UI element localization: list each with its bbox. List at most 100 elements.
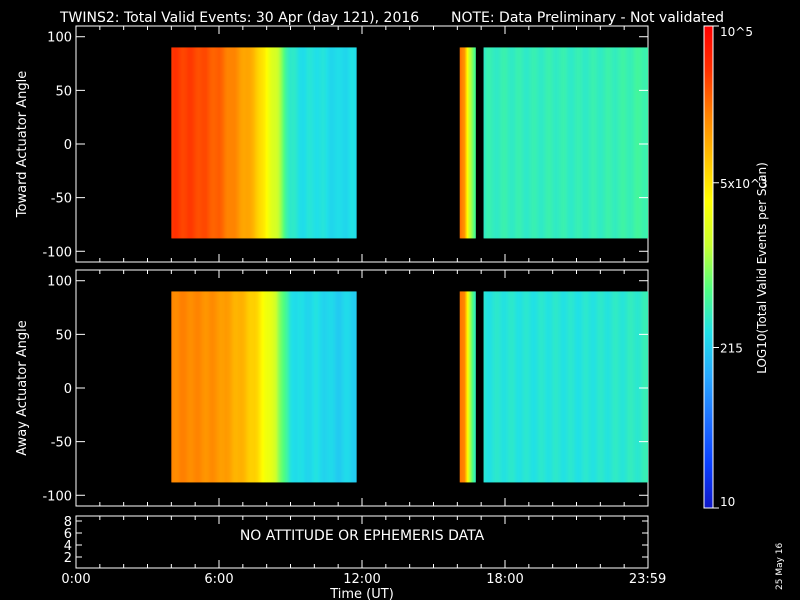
toward-heat-column bbox=[536, 47, 539, 239]
away-heat-column bbox=[297, 291, 299, 483]
toward-heat-column bbox=[196, 47, 198, 239]
away-heat-column bbox=[536, 291, 539, 483]
toward-heat-column bbox=[495, 47, 498, 239]
away-heatmap bbox=[171, 291, 649, 483]
toward-heat-column bbox=[542, 47, 545, 239]
away-heat-column bbox=[585, 291, 588, 483]
toward-heat-column bbox=[206, 47, 208, 239]
away-heat-column bbox=[328, 291, 330, 483]
toward-heat-column bbox=[505, 47, 508, 239]
away-heat-column bbox=[354, 291, 356, 483]
toward-heat-column bbox=[184, 47, 186, 239]
toward-heat-column bbox=[224, 47, 226, 239]
away-heat-column bbox=[349, 291, 351, 483]
away-heat-column bbox=[212, 291, 214, 483]
toward-heat-column bbox=[205, 47, 207, 239]
away-heat-column bbox=[495, 291, 498, 483]
toward-heat-column bbox=[333, 47, 335, 239]
away-heat-column bbox=[284, 291, 286, 483]
toward-y-tick-label: 50 bbox=[55, 84, 72, 99]
away-heat-column bbox=[309, 291, 311, 483]
away-heat-column bbox=[582, 291, 585, 483]
away-heat-column bbox=[322, 291, 324, 483]
toward-heat-column bbox=[503, 47, 506, 239]
away-heat-column bbox=[597, 291, 600, 483]
toward-heat-column bbox=[259, 47, 261, 239]
away-heat-column bbox=[181, 291, 183, 483]
toward-heat-column bbox=[339, 47, 341, 239]
toward-heat-column bbox=[490, 47, 493, 239]
toward-heat-column bbox=[591, 47, 594, 239]
away-heat-column bbox=[342, 291, 344, 483]
away-heat-column bbox=[352, 291, 354, 483]
away-heat-column bbox=[176, 291, 178, 483]
toward-heat-column bbox=[501, 47, 504, 239]
away-heat-column bbox=[567, 291, 570, 483]
away-heat-column bbox=[253, 291, 255, 483]
away-heat-column bbox=[219, 291, 221, 483]
toward-heat-column bbox=[583, 47, 586, 239]
away-heat-column bbox=[525, 291, 528, 483]
status-frame bbox=[75, 515, 649, 569]
toward-heat-column bbox=[467, 47, 470, 239]
away-heat-column bbox=[220, 291, 222, 483]
toward-heat-column bbox=[305, 47, 307, 239]
away-heat-column bbox=[521, 291, 524, 483]
toward-heat-column bbox=[349, 47, 351, 239]
toward-heat-column bbox=[469, 47, 471, 239]
toward-heat-column bbox=[584, 47, 587, 239]
toward-heat-column bbox=[537, 47, 540, 239]
toward-heat-column bbox=[519, 47, 522, 239]
toward-heat-column bbox=[460, 47, 463, 239]
away-heat-column bbox=[308, 291, 310, 483]
toward-heat-column bbox=[568, 47, 571, 239]
toward-heat-column bbox=[527, 47, 530, 239]
toward-heat-column bbox=[626, 47, 629, 239]
away-y-tick-label: 100 bbox=[47, 275, 72, 290]
toward-heat-column bbox=[508, 47, 511, 239]
away-heat-column bbox=[173, 291, 175, 483]
away-heat-column bbox=[510, 291, 513, 483]
colorbar-ticks: 10^5 5x10^3 215 10 bbox=[713, 25, 768, 509]
toward-heat-column bbox=[331, 47, 333, 239]
away-y-axis-label: Away Actuator Angle bbox=[15, 320, 30, 455]
toward-heat-column bbox=[171, 47, 173, 239]
away-heat-column bbox=[187, 291, 189, 483]
away-heat-column bbox=[489, 291, 492, 483]
away-heat-column bbox=[345, 291, 347, 483]
away-heat-column bbox=[636, 291, 639, 483]
toward-heat-column bbox=[619, 47, 622, 239]
toward-heat-column bbox=[236, 47, 238, 239]
toward-heat-column bbox=[470, 47, 472, 239]
away-heat-column bbox=[502, 291, 505, 483]
away-heat-column bbox=[626, 291, 629, 483]
toward-heat-column bbox=[562, 47, 565, 239]
away-heat-column bbox=[524, 291, 527, 483]
toward-heat-column bbox=[324, 47, 326, 239]
away-heat-column bbox=[194, 291, 196, 483]
away-heat-column bbox=[529, 291, 532, 483]
toward-heat-column bbox=[318, 47, 320, 239]
toward-heat-column bbox=[486, 47, 489, 239]
toward-heat-column bbox=[465, 47, 468, 239]
away-heat-column bbox=[562, 291, 565, 483]
toward-heat-column bbox=[509, 47, 512, 239]
toward-heat-column bbox=[645, 47, 648, 239]
toward-heat-column bbox=[523, 47, 526, 239]
toward-heat-column bbox=[353, 47, 355, 239]
toward-heat-column bbox=[284, 47, 286, 239]
toward-heat-column bbox=[544, 47, 547, 239]
toward-y-tick-label: -100 bbox=[42, 245, 72, 260]
toward-heat-column bbox=[521, 47, 524, 239]
away-heat-column bbox=[184, 291, 186, 483]
away-y-tick-label: -50 bbox=[51, 436, 72, 451]
toward-heat-column bbox=[617, 47, 620, 239]
away-heat-column bbox=[232, 291, 234, 483]
away-heat-column bbox=[266, 291, 268, 483]
away-heat-column bbox=[593, 291, 596, 483]
away-heat-column bbox=[230, 291, 232, 483]
away-heat-column bbox=[341, 291, 343, 483]
toward-heat-column bbox=[264, 47, 266, 239]
toward-heat-column bbox=[173, 47, 175, 239]
toward-heat-column bbox=[262, 47, 264, 239]
